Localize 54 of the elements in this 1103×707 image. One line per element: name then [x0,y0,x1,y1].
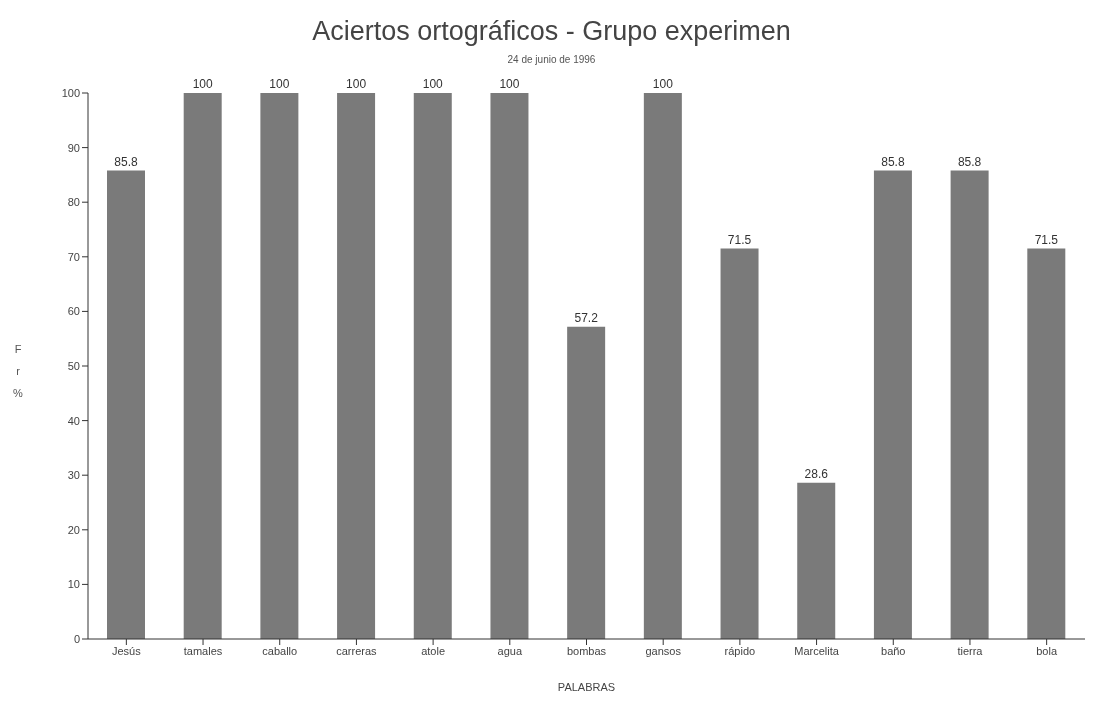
data-label: 28.6 [804,466,829,481]
y-tick-label: 30 [67,469,80,482]
x-tick-label: bombas [566,644,607,657]
x-axis-title: PALABRAS [557,681,616,693]
bar [337,93,376,639]
data-label: 71.5 [1034,232,1059,247]
chart-title: Aciertos ortográficos - Grupo experimen [311,16,792,47]
x-tick-label: agua [497,644,523,657]
x-tick-label: carreras [336,644,378,657]
bar [183,93,222,639]
x-tick-label: bola [1036,644,1058,657]
data-label: 100 [499,77,520,91]
y-tick-label: 80 [67,196,80,209]
x-tick-label: atole [421,644,446,657]
data-label: 57.2 [574,310,599,325]
x-tick-label: Jesús [111,644,142,657]
x-tick-label: tamales [183,644,223,657]
data-label: 100 [269,77,290,91]
bar [413,93,452,639]
y-tick-label: 10 [67,578,80,591]
chart-subtitle: 24 de junio de 1996 [506,54,597,65]
y-tick-label: 50 [67,359,80,372]
x-tick-label: baño [881,644,906,657]
bar [797,482,836,639]
data-label: 85.8 [114,154,138,169]
y-axis-title: Fr % [12,342,24,401]
y-tick-label: 0 [73,632,80,645]
bar [260,93,299,639]
bar [1027,248,1066,639]
bar [643,93,682,639]
data-label: 85.8 [957,154,982,169]
x-tick-label: caballo [262,644,298,657]
bar [567,326,606,639]
data-label: 100 [422,77,444,91]
x-tick-label: gansos [645,644,682,657]
x-tick-label: tierra [957,644,984,657]
data-label: 85.8 [881,154,905,169]
y-tick-label: 60 [67,305,80,318]
x-tick-label: rápido [724,644,756,657]
bar [490,93,529,639]
bar [950,170,989,639]
bar [720,248,759,639]
data-label: 71.5 [727,232,752,247]
bar [873,170,912,639]
x-tick-label: Marcelita [794,644,840,657]
bar [107,170,145,639]
data-label: 100 [652,77,674,91]
data-label: 100 [192,77,214,91]
y-tick-label: 20 [67,523,80,536]
y-tick-label: 100 [61,86,80,99]
y-tick-label: 90 [67,141,80,154]
y-tick-label: 40 [67,414,80,427]
data-label: 100 [346,77,367,91]
y-tick-label: 70 [67,250,80,263]
